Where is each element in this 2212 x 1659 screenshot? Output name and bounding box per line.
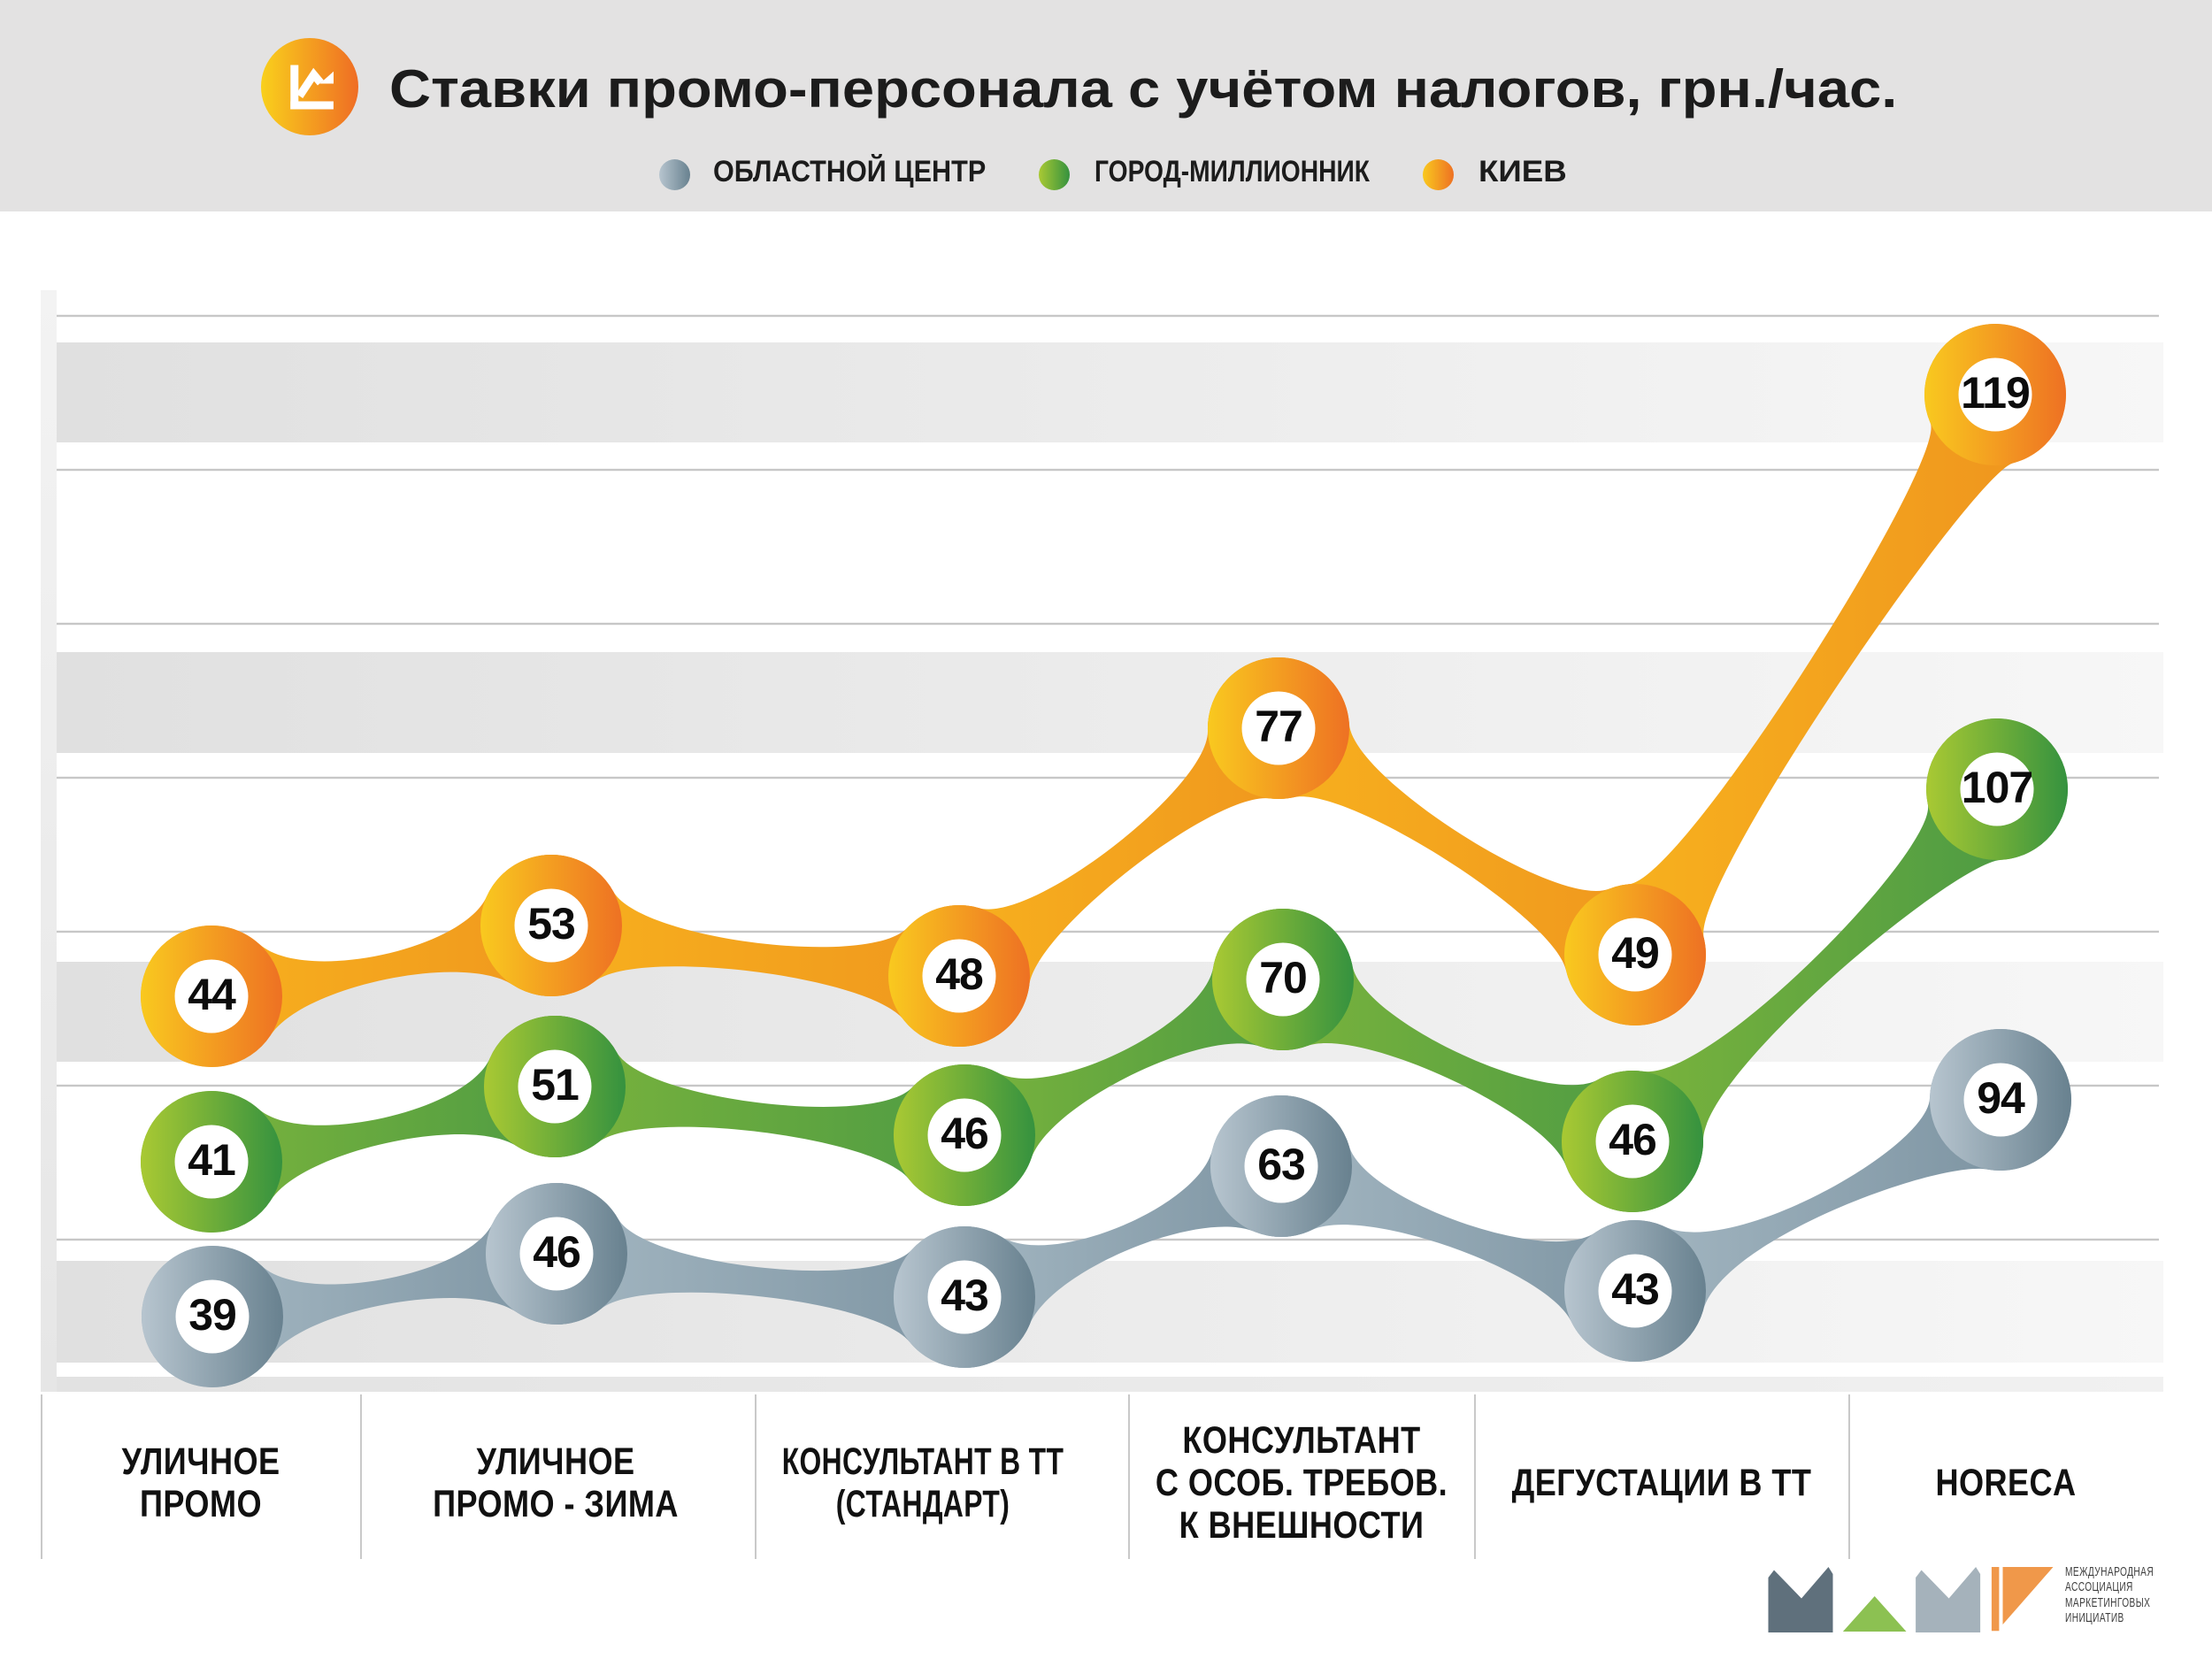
svg-text:77: 77 [1255,702,1302,751]
svg-text:107: 107 [1962,763,2032,812]
svg-text:41: 41 [188,1135,235,1185]
svg-text:46: 46 [941,1109,988,1158]
svg-text:48: 48 [935,949,983,999]
svg-text:49: 49 [1611,928,1659,978]
svg-text:43: 43 [1611,1264,1659,1314]
svg-text:94: 94 [1977,1073,2025,1123]
svg-text:119: 119 [1961,368,2030,418]
svg-text:39: 39 [188,1290,236,1340]
svg-text:46: 46 [1609,1115,1656,1164]
svg-text:44: 44 [188,970,236,1019]
svg-text:43: 43 [941,1271,988,1320]
svg-text:51: 51 [531,1060,579,1110]
svg-text:46: 46 [533,1227,580,1277]
svg-text:53: 53 [527,899,575,949]
svg-text:70: 70 [1259,953,1307,1002]
svg-text:63: 63 [1257,1140,1305,1189]
